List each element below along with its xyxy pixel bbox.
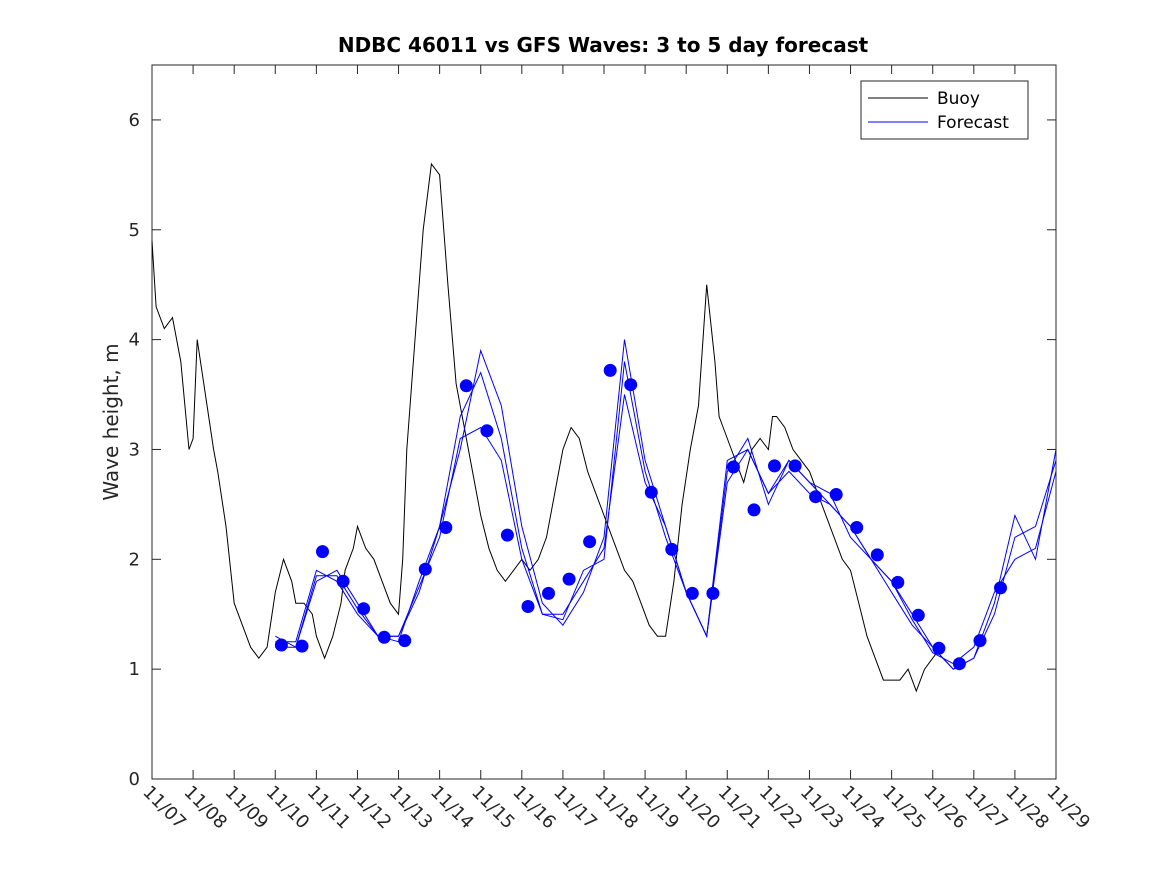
- forecast-dot: [768, 459, 781, 473]
- buoy-line: [151, 162, 942, 693]
- forecast-dot: [952, 657, 966, 671]
- y-tick-label: 2: [129, 549, 140, 570]
- forecast-dot: [973, 634, 987, 648]
- forecast-series: [275, 339, 1057, 670]
- forecast-dot: [644, 485, 658, 499]
- forecast-dot: [850, 521, 864, 534]
- forecast-dot: [459, 379, 473, 393]
- legend: Buoy Forecast: [860, 80, 1029, 140]
- forecast-dot: [911, 608, 925, 622]
- forecast-dot: [336, 574, 350, 588]
- forecast-dot: [418, 562, 432, 576]
- forecast-markers: [274, 363, 1007, 671]
- y-tick-label: 6: [129, 110, 140, 131]
- forecast-dot: [500, 528, 514, 542]
- y-tick-label: 4: [129, 330, 140, 351]
- forecast-dot: [994, 581, 1007, 595]
- chart-title: NDBC 46011 vs GFS Waves: 3 to 5 day fore…: [338, 33, 869, 57]
- legend-forecast-label: Forecast: [937, 113, 1009, 133]
- y-axis-label: Wave height, m: [99, 343, 123, 500]
- y-axis-ticks: 0 1 2 3 4 5 6: [129, 110, 1056, 790]
- forecast-dot: [480, 424, 494, 438]
- forecast-dot: [891, 575, 905, 589]
- forecast-dot: [357, 602, 371, 616]
- plot-area: [151, 64, 1057, 780]
- forecast-dot: [809, 490, 823, 504]
- forecast-dot: [603, 363, 617, 377]
- forecast-dot: [870, 548, 884, 562]
- y-tick-label: 1: [129, 659, 140, 680]
- legend-box: [860, 80, 1029, 140]
- forecast-dot: [377, 630, 391, 644]
- forecast-dot: [685, 586, 699, 600]
- forecast-dot: [583, 535, 597, 549]
- forecast-dot: [562, 572, 576, 586]
- forecast-dot: [665, 542, 679, 556]
- buoy-series: [151, 162, 942, 693]
- forecast-line: [275, 361, 1057, 670]
- forecast-dot: [747, 503, 761, 517]
- forecast-dot: [542, 586, 555, 600]
- forecast-dot: [521, 600, 535, 613]
- forecast-dot: [726, 460, 740, 474]
- y-tick-label: 5: [129, 220, 140, 241]
- forecast-dot: [439, 521, 453, 534]
- forecast-dot: [316, 545, 329, 559]
- forecast-dot: [398, 634, 412, 648]
- forecast-dot: [624, 378, 638, 392]
- y-tick-label: 0: [129, 769, 140, 790]
- forecast-dot: [706, 586, 720, 600]
- forecast-dot: [274, 638, 288, 652]
- forecast-line: [275, 394, 1057, 665]
- forecast-dot: [788, 459, 802, 473]
- forecast-dot: [829, 488, 843, 501]
- y-tick-label: 3: [129, 439, 140, 460]
- forecast-dot: [932, 641, 946, 655]
- forecast-dot: [295, 639, 309, 653]
- legend-buoy-label: Buoy: [937, 89, 980, 109]
